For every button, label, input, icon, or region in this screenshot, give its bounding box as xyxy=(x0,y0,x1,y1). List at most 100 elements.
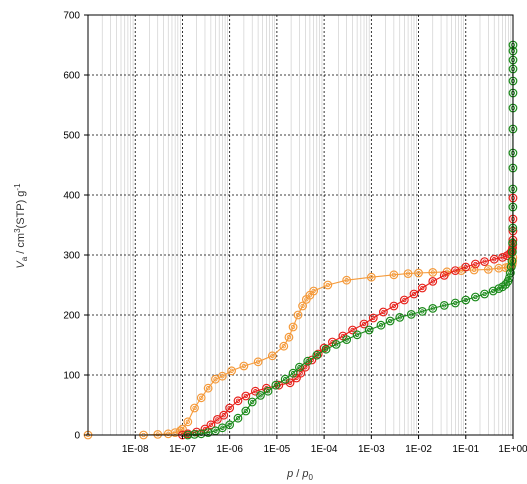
data-point xyxy=(279,341,289,351)
data-point xyxy=(225,420,235,430)
data-point xyxy=(190,430,199,439)
data-point xyxy=(217,423,227,433)
data-point xyxy=(284,332,294,342)
data-point-inner xyxy=(507,275,512,280)
data-point xyxy=(247,397,257,407)
data-point-inner xyxy=(463,297,468,303)
data-point xyxy=(309,286,319,296)
minor-grid xyxy=(101,15,512,435)
data-point xyxy=(352,330,362,340)
data-point xyxy=(321,344,331,354)
data-point-inner xyxy=(213,377,218,382)
data-point-inner xyxy=(295,312,301,318)
data-point xyxy=(389,301,399,311)
data-point-inner xyxy=(453,268,458,273)
data-point-inner xyxy=(265,389,271,394)
data-point xyxy=(233,396,243,406)
data-point-inner xyxy=(314,353,319,358)
y-tick-label: 200 xyxy=(63,311,80,322)
data-point xyxy=(295,362,304,372)
data-point xyxy=(303,356,313,366)
data-point-inner xyxy=(482,291,487,297)
data-point xyxy=(428,277,438,286)
data-point xyxy=(342,335,352,345)
data-point xyxy=(368,313,378,323)
data-point xyxy=(364,325,374,335)
data-point-inner xyxy=(453,300,458,306)
data-point-inner xyxy=(510,249,515,255)
y-tick-label: 700 xyxy=(63,11,80,22)
data-point-inner xyxy=(273,383,278,388)
data-point-inner xyxy=(215,417,220,422)
data-point-inner xyxy=(220,425,225,430)
data-point-inner xyxy=(287,380,293,385)
data-point-inner xyxy=(258,393,263,398)
data-point-inner xyxy=(213,428,218,433)
data-point xyxy=(267,351,277,361)
data-point-inner xyxy=(430,270,435,275)
data-point-inner xyxy=(192,432,197,437)
ticks-layer: 1E-08 1E-07 1E-06 1E-05 1E-04 1E-03 1E-02 1E-01… xyxy=(63,11,527,456)
data-point-inner xyxy=(409,312,414,317)
data-point-inner xyxy=(229,368,234,373)
data-point xyxy=(505,268,515,278)
data-point xyxy=(348,325,357,335)
data-point xyxy=(439,271,449,280)
x-axis-label: p / p0 xyxy=(286,468,313,482)
data-point-inner xyxy=(243,393,248,399)
data-point-inner xyxy=(253,389,258,394)
y-tick-label: 600 xyxy=(63,71,80,82)
data-point xyxy=(178,424,187,434)
data-point xyxy=(241,406,251,416)
y-axis-label-symbol: V xyxy=(15,260,27,269)
data-point-inner xyxy=(155,432,160,437)
data-point-inner xyxy=(344,278,349,283)
data-point-inner xyxy=(294,375,299,381)
data-point xyxy=(366,272,376,282)
data-point xyxy=(376,320,386,330)
data-point-inner xyxy=(235,416,241,421)
y-axis-label: Va / cm3(STP) g-1 xyxy=(13,183,29,269)
data-point-inner xyxy=(235,398,241,403)
data-point-inner xyxy=(255,359,261,364)
data-point xyxy=(331,340,341,349)
data-point-inner xyxy=(387,318,393,324)
x-tick-label: 1E-05 xyxy=(264,444,291,455)
data-point-inner xyxy=(442,273,447,278)
data-point-inner xyxy=(334,342,339,347)
data-point xyxy=(480,289,489,299)
data-point-inner xyxy=(354,332,360,337)
x-tick-label: 1E-02 xyxy=(405,444,432,455)
data-point-inner xyxy=(361,321,367,327)
data-point-inner xyxy=(205,386,211,391)
data-point xyxy=(307,355,317,365)
data-point xyxy=(450,266,460,276)
data-point xyxy=(469,265,479,275)
data-point xyxy=(288,368,298,378)
data-point xyxy=(213,415,222,424)
data-point xyxy=(480,257,489,267)
data-point-inner xyxy=(411,291,417,297)
data-point-inner xyxy=(369,275,374,280)
data-point-inner xyxy=(420,285,425,291)
data-point-inner xyxy=(486,267,491,272)
data-point-inner xyxy=(503,282,508,287)
data-point xyxy=(190,403,199,413)
data-point xyxy=(494,263,504,273)
data-point xyxy=(239,361,249,371)
data-point xyxy=(471,259,480,269)
data-point xyxy=(219,410,229,420)
data-point-inner xyxy=(208,422,214,427)
data-point-inner xyxy=(430,279,435,284)
data-point xyxy=(253,357,263,367)
data-point-inner xyxy=(430,306,435,311)
y-axis-label-unit: / cm xyxy=(15,233,27,257)
x-axis-label-separator: / xyxy=(293,468,302,480)
data-point xyxy=(489,254,499,264)
plot-area xyxy=(88,15,513,435)
data-point-inner xyxy=(307,293,313,298)
data-point-inner xyxy=(250,399,255,405)
data-point xyxy=(288,322,298,332)
data-point xyxy=(271,380,281,390)
data-point-inner xyxy=(442,303,447,308)
